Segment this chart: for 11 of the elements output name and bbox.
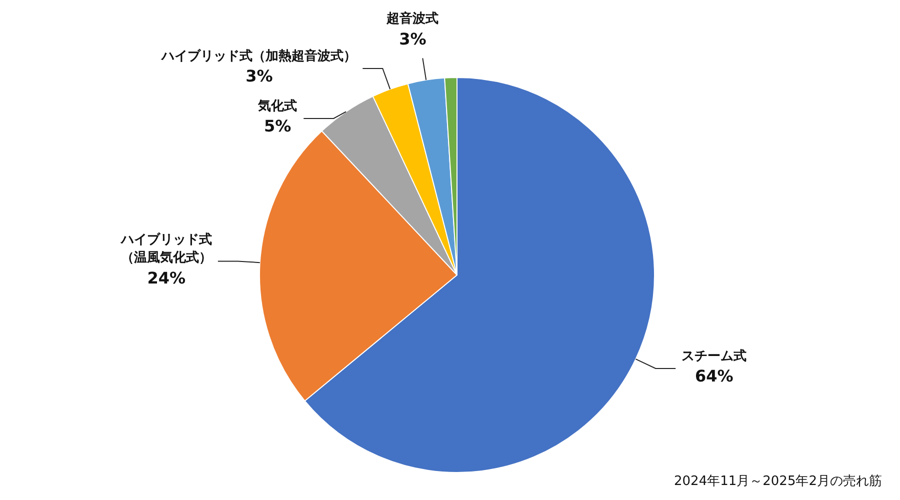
slice-label: ハイブリッド式（温風気化式） [120, 232, 212, 266]
slice-label: スチーム式 [682, 348, 747, 364]
data-label: 24% [147, 268, 186, 288]
data-label: 3% [399, 29, 426, 48]
slice-label: 超音波式 [386, 10, 439, 27]
text: 2024年11月～2025年2月の売れ筋 [674, 473, 882, 490]
data-label: 5% [264, 116, 292, 136]
slice-label: ハイブリッド式（加熱超音波式） [160, 48, 357, 64]
slice-label: 気化式 [257, 98, 298, 114]
data-label: 64% [694, 366, 734, 386]
data-label: 3% [246, 66, 273, 86]
